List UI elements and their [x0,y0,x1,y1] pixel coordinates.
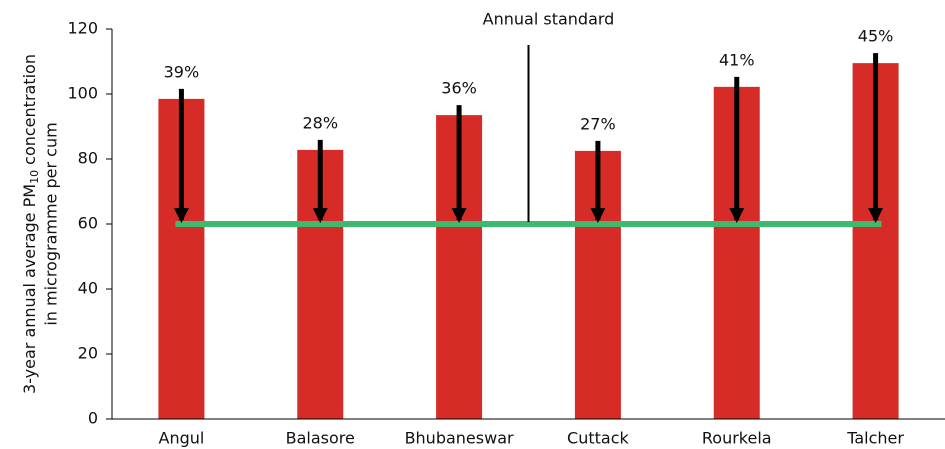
y-label-subscript: 10 [28,170,41,184]
y-axis-label: in microgramme per cum [42,122,61,325]
y-tick-label: 40 [78,279,98,298]
y-tick-label: 0 [88,409,98,428]
y-tick-label: 80 [78,149,98,168]
x-tick-label: Balasore [286,429,355,448]
reduction-label: 36% [441,79,477,98]
x-tick-label: Cuttack [567,429,629,448]
y-tick-label: 100 [67,84,98,103]
y-axis-label: 3-year annual average PM10 concentration [20,54,42,394]
y-tick-label: 120 [67,19,98,38]
y-tick-label: 20 [78,344,98,363]
reduction-label: 28% [302,113,338,132]
x-tick-label: Bhubaneswar [405,429,514,448]
x-tick-label: Talcher [846,429,904,448]
reduction-label: 45% [858,27,894,46]
reduction-label: 41% [719,50,755,69]
y-tick-label: 60 [78,214,98,233]
x-tick-label: Rourkela [702,429,772,448]
standard-label: Annual standard [483,10,615,29]
reduction-label: 39% [164,62,200,81]
x-tick-label: Angul [159,429,205,448]
y-label-text: 3-year annual average PM [20,184,39,394]
reduction-label: 27% [580,114,616,133]
y-label-text: concentration [20,54,39,170]
